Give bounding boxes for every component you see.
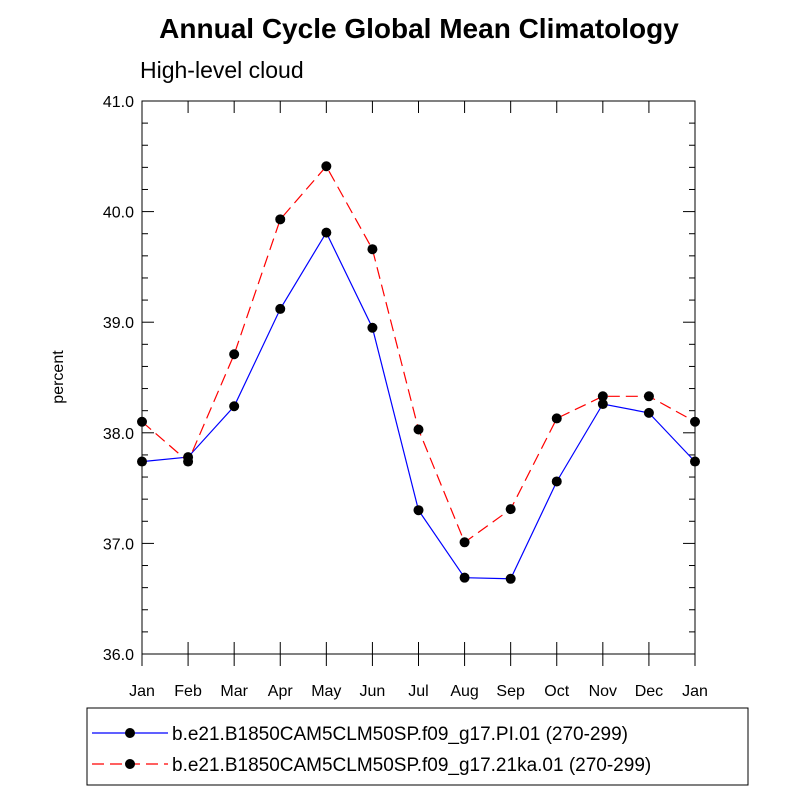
series-0-point (459, 572, 470, 583)
series-1-point (183, 456, 194, 467)
series-0-point (229, 401, 240, 412)
series-0-point (413, 505, 424, 516)
legend-label-0: b.e21.B1850CAM5CLM50SP.f09_g17.PI.01 (27… (172, 724, 628, 745)
chart-title: Annual Cycle Global Mean Climatology (159, 13, 679, 44)
y-axis-label: percent (50, 350, 67, 404)
series-1-point (690, 416, 700, 427)
x-tick-label: Aug (450, 683, 478, 700)
y-tick-label: 36.0 (103, 647, 134, 664)
legend-label-1: b.e21.B1850CAM5CLM50SP.f09_g17.21ka.01 (… (172, 755, 651, 776)
series-1-point (137, 416, 147, 427)
x-tick-label: Oct (544, 683, 569, 700)
series-0-point (321, 227, 332, 238)
series-1-point (275, 214, 286, 225)
series-1-point (413, 424, 424, 435)
series-1-point (367, 244, 378, 255)
series-line-0 (141, 231, 696, 580)
series-0-point (690, 456, 700, 467)
legend-marker-1 (125, 759, 135, 769)
series-1-point (505, 504, 516, 515)
x-tick-label: Nov (589, 683, 617, 700)
series-0-point (643, 407, 654, 418)
x-tick-label: Jul (408, 683, 428, 700)
series-1-point (229, 349, 240, 360)
x-tick-label: Apr (268, 683, 294, 700)
axis-ticks (141, 100, 696, 666)
series-1-point (551, 413, 562, 424)
series-1-point (643, 391, 654, 402)
series-line-1 (141, 165, 696, 544)
plot-frame (141, 100, 696, 655)
series-0-point (137, 456, 147, 467)
series-0-point (505, 573, 516, 584)
x-tick-label: Mar (220, 683, 248, 700)
chart-subtitle: High-level cloud (140, 57, 304, 83)
series-layer (137, 161, 700, 584)
series-1-point (321, 161, 332, 172)
y-tick-labels: 36.0 37.0 38.0 39.0 40.0 41.0 (103, 94, 134, 664)
y-tick-label: 37.0 (103, 536, 134, 553)
y-tick-label: 38.0 (103, 426, 134, 443)
x-tick-label: Jan (129, 683, 155, 700)
x-tick-label: Sep (496, 683, 525, 700)
x-tick-label: May (311, 683, 341, 700)
series-1-point (459, 537, 470, 548)
series-0-point (275, 303, 286, 314)
series-0-point (367, 322, 378, 333)
x-tick-label: Feb (174, 683, 202, 700)
x-tick-labels: Jan Feb Mar Apr May Jun Jul Aug Sep Oct Nov Dec Jan (129, 683, 708, 700)
x-tick-label: Jan (682, 683, 708, 700)
series-0-point (597, 399, 608, 410)
y-tick-label: 39.0 (103, 315, 134, 332)
legend-box (86, 707, 749, 786)
series-1-point (597, 391, 608, 402)
legend: b.e21.B1850CAM5CLM50SP.f09_g17.PI.01 (27… (92, 724, 651, 776)
y-tick-label: 40.0 (103, 205, 134, 222)
series-0-point (551, 476, 562, 487)
x-tick-label: Jun (360, 683, 386, 700)
x-tick-label: Dec (635, 683, 663, 700)
y-tick-label: 41.0 (103, 94, 134, 111)
legend-marker-0 (125, 728, 135, 738)
